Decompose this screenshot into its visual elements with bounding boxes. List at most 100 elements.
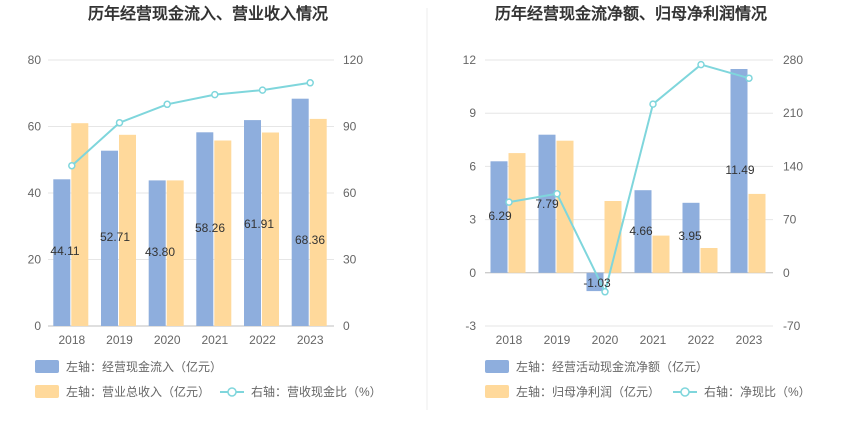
bar-primary [244,120,261,326]
bar-primary [634,190,652,273]
ratio-point [115,118,124,127]
data-label: 58.26 [195,221,225,235]
y-left-tick-label: 20 [28,253,42,267]
y-left-tick-label: 9 [469,106,476,120]
bar-primary [291,98,309,326]
bar-secondary [309,118,327,327]
y-left-tick-label: 0 [469,266,476,280]
y-left-tick-label: 40 [28,186,42,200]
legend-label: 右轴：净现比（%） [704,384,811,399]
chart-2: 历年经营现金流净额、归母净利润情况 -3 0 3 6 9 12 -70 0 70 140 210 280… [463,4,811,399]
bar-primary [538,134,556,273]
y-left-tick-label: 6 [469,159,476,173]
data-label: 4.66 [629,224,653,238]
y-left-tick-label: 80 [28,53,42,67]
legend-label: 左轴：归母净利润（亿元） [516,384,660,399]
ratio-point [211,90,219,99]
bar-secondary [262,132,279,326]
bar-primary [148,180,166,326]
legend-swatch-bar [485,360,509,373]
chart-1: 历年经营现金流入、营业收入情况 0 20 40 60 80 0 30 60 90 120 2018 20… [28,4,382,399]
bar-secondary [652,235,670,273]
ratio-point [258,86,267,94]
bar-secondary [71,123,89,326]
ratio-line [71,81,311,167]
y-right-tick-label: 280 [783,53,803,67]
ratio-point [553,190,561,198]
bar-primary [53,179,71,326]
data-label: 43.80 [145,245,175,259]
bar-secondary [556,140,574,273]
ratio-point [649,100,657,108]
ratio-point [306,79,314,87]
bar-primary [196,132,214,326]
y-left-tick-label: 0 [34,319,41,333]
legend: 左轴：经营活动现金流净额（亿元） 左轴：归母净利润（亿元） 右轴：净现比（%） [485,359,811,399]
x-tick-label: 2022 [249,333,276,347]
x-tick-label: 2023 [297,333,324,347]
y-right-tick-label: 70 [783,213,797,227]
bar-secondary [214,140,232,326]
legend-label: 左轴：经营现金流入（亿元） [66,359,222,374]
x-tick-label: 2021 [201,333,228,347]
y-right-tick-label: 0 [783,266,790,280]
bar-primary [586,272,604,292]
bar-primary [101,150,118,326]
y-left-tick-label: 12 [463,53,477,67]
x-tick-label: 2021 [640,333,667,347]
y-right-tick-label: 120 [343,53,363,67]
data-label: 68.36 [295,233,325,247]
bar-primary [490,161,508,273]
y-right-tick-label: 140 [783,159,803,173]
bar-secondary [508,153,526,273]
ratio-line [508,63,750,295]
data-label: 6.29 [488,209,512,223]
bar-secondary [748,193,766,273]
data-label: 3.95 [678,229,702,243]
ratio-point [68,161,76,170]
legend-swatch-point [680,387,690,397]
bar-primary [730,69,748,273]
x-tick-label: 2023 [736,333,763,347]
legend-label: 左轴：经营活动现金流净额（亿元） [516,359,708,374]
ratio-point [601,288,609,296]
y-right-tick-label: 210 [783,106,803,120]
ratio-point [697,60,705,69]
y-right-tick-label: 0 [343,319,350,333]
x-tick-label: 2018 [58,333,85,347]
y-left-tick-label: 3 [469,213,476,227]
x-tick-label: 2018 [496,333,523,347]
data-label: 61.91 [244,217,274,231]
x-tick-label: 2019 [544,333,571,347]
x-tick-label: 2022 [688,333,715,347]
chart-title: 历年经营现金流净额、归母净利润情况 [495,4,767,23]
y-right-tick-label: 60 [343,186,357,200]
legend-swatch-point [227,387,237,397]
legend: 左轴：经营现金流入（亿元） 左轴：营业总收入（亿元） 右轴：营收现金比（%） [35,359,382,399]
bar-secondary [166,180,184,326]
data-label: -1.03 [583,276,611,290]
y-left-tick-label: -3 [465,319,476,333]
x-tick-label: 2020 [154,333,181,347]
legend-swatch-bar [35,385,59,398]
data-label: 44.11 [50,244,79,258]
x-tick-label: 2020 [592,333,619,347]
ratio-point [163,100,171,109]
y-right-tick-label: -70 [783,319,801,333]
chart-title: 历年经营现金流入、营业收入情况 [88,4,328,23]
bar-secondary [119,134,136,326]
legend-swatch-bar [485,385,509,398]
bar-primary [682,202,700,273]
data-label: 7.79 [535,197,559,211]
y-left-tick-label: 60 [28,120,42,134]
y-right-tick-label: 90 [343,120,357,134]
y-right-tick-label: 30 [343,253,357,267]
legend-label: 右轴：营收现金比（%） [251,384,382,399]
legend-label: 左轴：营业总收入（亿元） [66,384,210,399]
x-tick-label: 2019 [106,333,133,347]
ratio-point [745,74,753,82]
legend-swatch-bar [35,360,59,373]
ratio-point [505,198,513,206]
data-label: 11.49 [725,163,754,177]
